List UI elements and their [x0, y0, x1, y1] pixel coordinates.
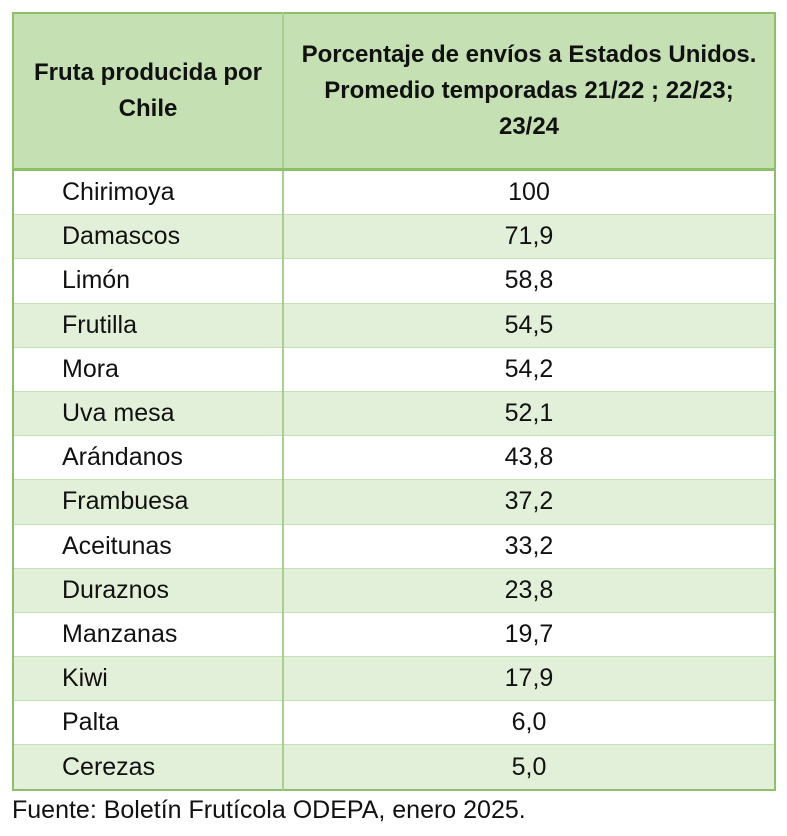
table-row: Palta 6,0	[13, 700, 775, 745]
table-row: Arándanos 43,8	[13, 435, 775, 480]
header-cell: Porcentaje de envíos a Estados Unidos. P…	[283, 13, 775, 171]
header-row: Fruta producida por Chile Porcentaje de …	[13, 13, 775, 171]
fruit-cell: Palta	[13, 700, 284, 745]
table-wrap: Fruta producida por Chile Porcentaje de …	[12, 12, 776, 791]
fruit-cell: Damascos	[13, 214, 284, 259]
percent-cell: 58,8	[283, 258, 775, 304]
table-row: Manzanas 19,7	[13, 611, 775, 657]
table-row: Limón 58,8	[13, 258, 775, 304]
fruit-cell: Uva mesa	[13, 390, 284, 436]
table-row: Cerezas 5,0	[13, 744, 775, 790]
percent-cell: 52,1	[283, 390, 775, 436]
table-row: Frambuesa 37,2	[13, 479, 775, 524]
table-row: Uva mesa 52,1	[13, 390, 775, 436]
table: Fruta producida por Chile Porcentaje de …	[12, 12, 776, 791]
percent-cell: 19,7	[283, 611, 775, 657]
percent-cell: 33,2	[283, 523, 775, 569]
table-row: Mora 54,2	[13, 346, 775, 392]
percent-cell: 54,5	[283, 302, 775, 348]
fruit-cell: Frambuesa	[13, 479, 284, 524]
table-row: Aceitunas 33,2	[13, 523, 775, 569]
table-row: Damascos 71,9	[13, 214, 775, 259]
fruit-cell: Arándanos	[13, 435, 284, 480]
percent-cell: 5,0	[283, 744, 775, 790]
table-row: Kiwi 17,9	[13, 656, 775, 701]
fruit-cell: Chirimoya	[13, 168, 284, 215]
table-row: Frutilla 54,5	[13, 302, 775, 348]
table-body: Chirimoya 100 Damascos 71,9 Limón 58,8 Frutill…	[13, 168, 775, 790]
fruit-cell: Kiwi	[13, 656, 284, 701]
fruit-cell: Aceitunas	[13, 523, 284, 569]
source-note: Fuente: Boletín Frutícola ODEPA, enero 2…	[12, 796, 526, 824]
percent-cell: 37,2	[283, 479, 775, 524]
percent-cell: 100	[283, 168, 775, 215]
table-row: Duraznos 23,8	[13, 567, 775, 613]
fruit-cell: Duraznos	[13, 567, 284, 613]
percent-cell: 43,8	[283, 435, 775, 480]
fruit-cell: Frutilla	[13, 302, 284, 348]
table-row: Chirimoya 100	[13, 168, 775, 215]
header-cell: Fruta producida por Chile	[13, 13, 284, 171]
fruit-cell: Cerezas	[13, 744, 284, 790]
percent-cell: 6,0	[283, 700, 775, 745]
percent-cell: 23,8	[283, 567, 775, 613]
percent-cell: 17,9	[283, 656, 775, 701]
fruit-cell: Manzanas	[13, 611, 284, 657]
fruit-cell: Mora	[13, 346, 284, 392]
fruit-cell: Limón	[13, 258, 284, 304]
percent-cell: 54,2	[283, 346, 775, 392]
percent-cell: 71,9	[283, 214, 775, 259]
